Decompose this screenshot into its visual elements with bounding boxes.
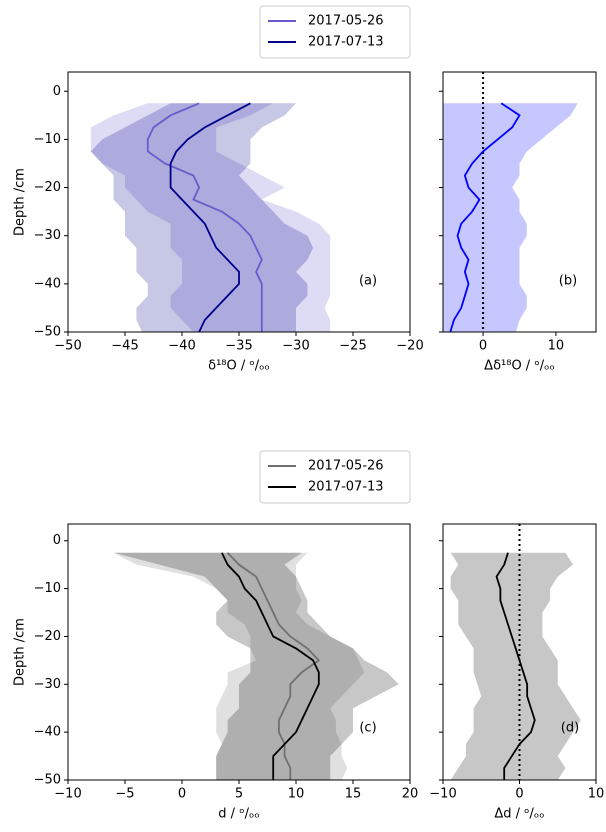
legend-label: 2017-07-13 xyxy=(308,480,384,495)
series-line xyxy=(449,102,521,332)
x-tick-label: 10 xyxy=(288,787,305,802)
y-tick-label: −40 xyxy=(34,725,61,740)
annotation: (a) xyxy=(359,274,377,289)
band xyxy=(443,103,578,332)
legend-label: 2017-07-13 xyxy=(308,35,384,50)
x-axis-label: d / ᵒ/ₒₒ xyxy=(218,807,259,822)
series-line xyxy=(221,552,320,780)
y-tick-label: −40 xyxy=(34,276,61,291)
x-tick-label: −10 xyxy=(429,787,456,802)
x-tick-label: 15 xyxy=(345,787,362,802)
annotation: (d) xyxy=(561,721,579,736)
band xyxy=(113,552,399,780)
y-tick-label: −20 xyxy=(34,180,61,195)
plot-area xyxy=(113,552,399,780)
plot-area xyxy=(443,72,578,332)
y-tick-label: −10 xyxy=(34,132,61,147)
y-tick-label: −50 xyxy=(34,325,61,340)
legend-frame xyxy=(259,450,411,504)
x-tick-label: 0 xyxy=(515,787,523,802)
band xyxy=(90,103,331,332)
legend-label: 2017-05-26 xyxy=(308,14,384,29)
x-tick-label: 10 xyxy=(588,787,605,802)
x-tick-label: 0 xyxy=(479,339,487,354)
x-tick-label: −10 xyxy=(54,787,81,802)
x-tick-label: 10 xyxy=(548,339,565,354)
x-tick-label: 0 xyxy=(178,787,186,802)
series-line xyxy=(495,552,536,780)
plot-area xyxy=(90,102,331,332)
x-tick-label: −30 xyxy=(282,339,309,354)
series-line xyxy=(226,552,321,780)
y-tick-label: −30 xyxy=(34,677,61,692)
legend-frame xyxy=(259,5,411,59)
series-line xyxy=(146,102,263,332)
x-axis-label: Δd / ᵒ/ₒₒ xyxy=(494,807,544,822)
y-tick-label: 0 xyxy=(53,533,61,548)
x-axis-label: δ¹⁸O / ᵒ/ₒₒ xyxy=(208,359,270,374)
annotation: (b) xyxy=(559,274,577,289)
y-tick-label: −30 xyxy=(34,228,61,243)
annotation: (c) xyxy=(359,721,376,736)
x-tick-label: −25 xyxy=(339,339,366,354)
x-tick-label: −5 xyxy=(115,787,134,802)
axes-frame xyxy=(442,71,597,333)
x-tick-label: 5 xyxy=(235,787,243,802)
y-tick-label: −50 xyxy=(34,773,61,788)
x-tick-label: −35 xyxy=(225,339,252,354)
y-axis-label: Depth /cm xyxy=(13,168,28,236)
y-tick-label: 0 xyxy=(53,84,61,99)
series-line xyxy=(169,102,251,332)
x-tick-label: −20 xyxy=(396,339,423,354)
x-tick-label: −50 xyxy=(54,339,81,354)
plot-area xyxy=(450,524,581,780)
x-tick-label: 20 xyxy=(402,787,419,802)
y-tick-label: −10 xyxy=(34,581,61,596)
y-tick-label: −20 xyxy=(34,629,61,644)
x-axis-label: Δδ¹⁸O / ᵒ/ₒₒ xyxy=(484,359,555,374)
x-tick-label: −45 xyxy=(111,339,138,354)
legend-label: 2017-05-26 xyxy=(308,459,384,474)
band xyxy=(113,552,365,780)
x-tick-label: −40 xyxy=(168,339,195,354)
y-axis-label: Depth /cm xyxy=(13,618,28,686)
band xyxy=(450,552,581,780)
